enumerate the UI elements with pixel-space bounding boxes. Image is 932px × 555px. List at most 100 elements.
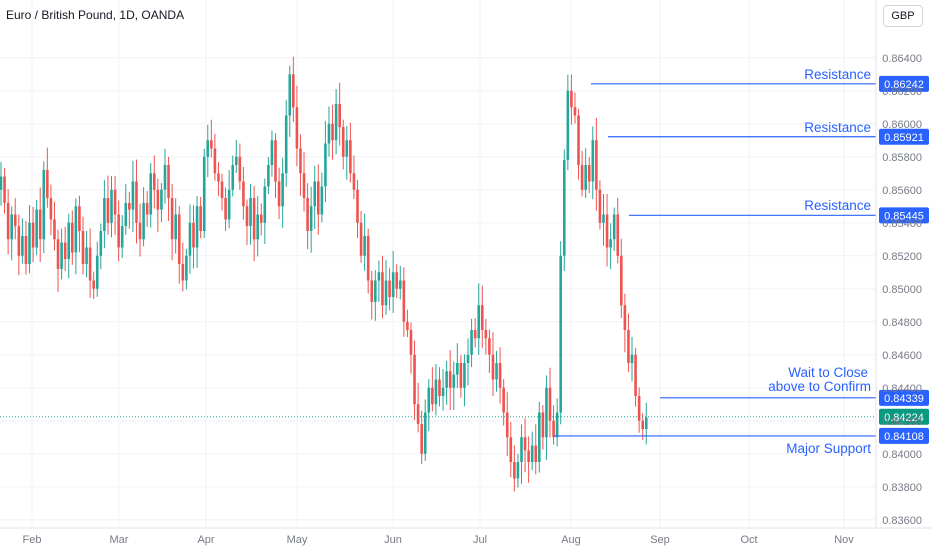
x-tick-label: Jul [473,534,487,546]
candle-down [480,305,484,330]
candle-down [395,272,399,289]
candle-up [313,181,317,207]
candle-down [224,198,227,220]
candle-down [634,354,637,396]
candle-down [488,338,491,355]
candle-down [338,103,341,128]
candle-up [644,417,648,429]
candle-up [309,206,313,231]
candle-up [345,140,349,157]
candle-down [541,412,545,438]
candle-down [413,354,416,405]
candle-up [234,156,238,165]
candle-down [448,371,452,388]
level-price-label: 0.84339 [884,393,924,405]
candle-up [384,280,388,306]
candle-up [95,255,99,289]
candle-up [427,387,431,413]
candle-up [456,363,459,375]
y-tick-label: 0.85400 [882,218,922,230]
y-tick-label: 0.85800 [882,152,922,164]
candle-down [302,173,306,198]
candle-up [120,226,124,248]
candle-down [616,214,620,256]
candle-down [128,202,131,210]
candle-down [623,305,627,330]
candle-up [545,387,548,438]
candle-down [192,222,195,248]
candle-down [252,198,256,240]
x-tick-label: Feb [23,534,42,546]
level-price-label: 0.86242 [884,79,924,91]
annotation-label: Wait to Close [788,365,868,380]
candle-up [267,165,270,187]
candle-down [213,148,217,174]
candle-up [445,371,448,388]
candle-down [295,107,299,149]
currency-button[interactable]: GBP [883,5,923,27]
candle-up [42,169,46,240]
candle-down [177,214,181,264]
candle-down [505,412,509,438]
candle-down [88,247,92,281]
candle-down [113,189,117,215]
candle-down [502,387,505,413]
candle-up [602,214,605,223]
candle-down [577,115,580,165]
candle-up [520,437,523,462]
candle-down [199,206,202,231]
level-price-label: 0.85921 [884,132,924,144]
candle-up [110,189,113,223]
candle-up [434,379,438,405]
candle-down [299,148,302,174]
candle-down [402,280,406,322]
candle-down [6,202,10,240]
candle-down [138,222,142,240]
candle-up [28,222,31,264]
candle-up [103,198,106,231]
y-tick-label: 0.84000 [882,449,922,461]
grid-layer [0,0,876,528]
candle-up [591,140,595,182]
candle-down [438,379,441,396]
candle-down [627,330,630,363]
y-tick-label: 0.84600 [882,350,922,362]
candle-down [381,272,384,306]
candle-down [145,202,149,215]
candle-down [605,214,609,248]
candle-up [630,354,634,363]
candle-down [484,330,488,339]
candle-up [470,330,473,355]
candle-down [491,354,495,380]
candle-down [49,198,53,220]
candle-down [31,222,35,248]
candle-up [281,173,284,207]
candle-down [81,231,85,264]
candle-up [160,189,163,210]
candle-up [124,202,128,227]
candle-up [174,214,177,240]
candle-down [509,437,513,462]
candle-down [513,462,516,479]
candle-down [534,445,538,462]
candle-up [334,103,338,141]
candle-up [530,445,534,462]
candle-down [498,363,502,388]
candle-up [559,255,563,413]
candle-down [46,169,49,198]
candle-down [587,165,591,182]
level-price-tag [879,427,929,444]
candle-down [106,198,110,223]
candle-down [370,280,374,302]
candle-up [163,165,167,190]
annotation-label: Resistance [804,120,871,135]
candle-up [324,143,327,187]
candle-down [573,107,577,116]
candle-up [477,305,481,339]
candle-down [38,209,42,240]
candle-down [352,173,356,190]
candle-down [170,198,174,240]
candle-down [356,189,359,223]
candle-down [523,437,527,451]
